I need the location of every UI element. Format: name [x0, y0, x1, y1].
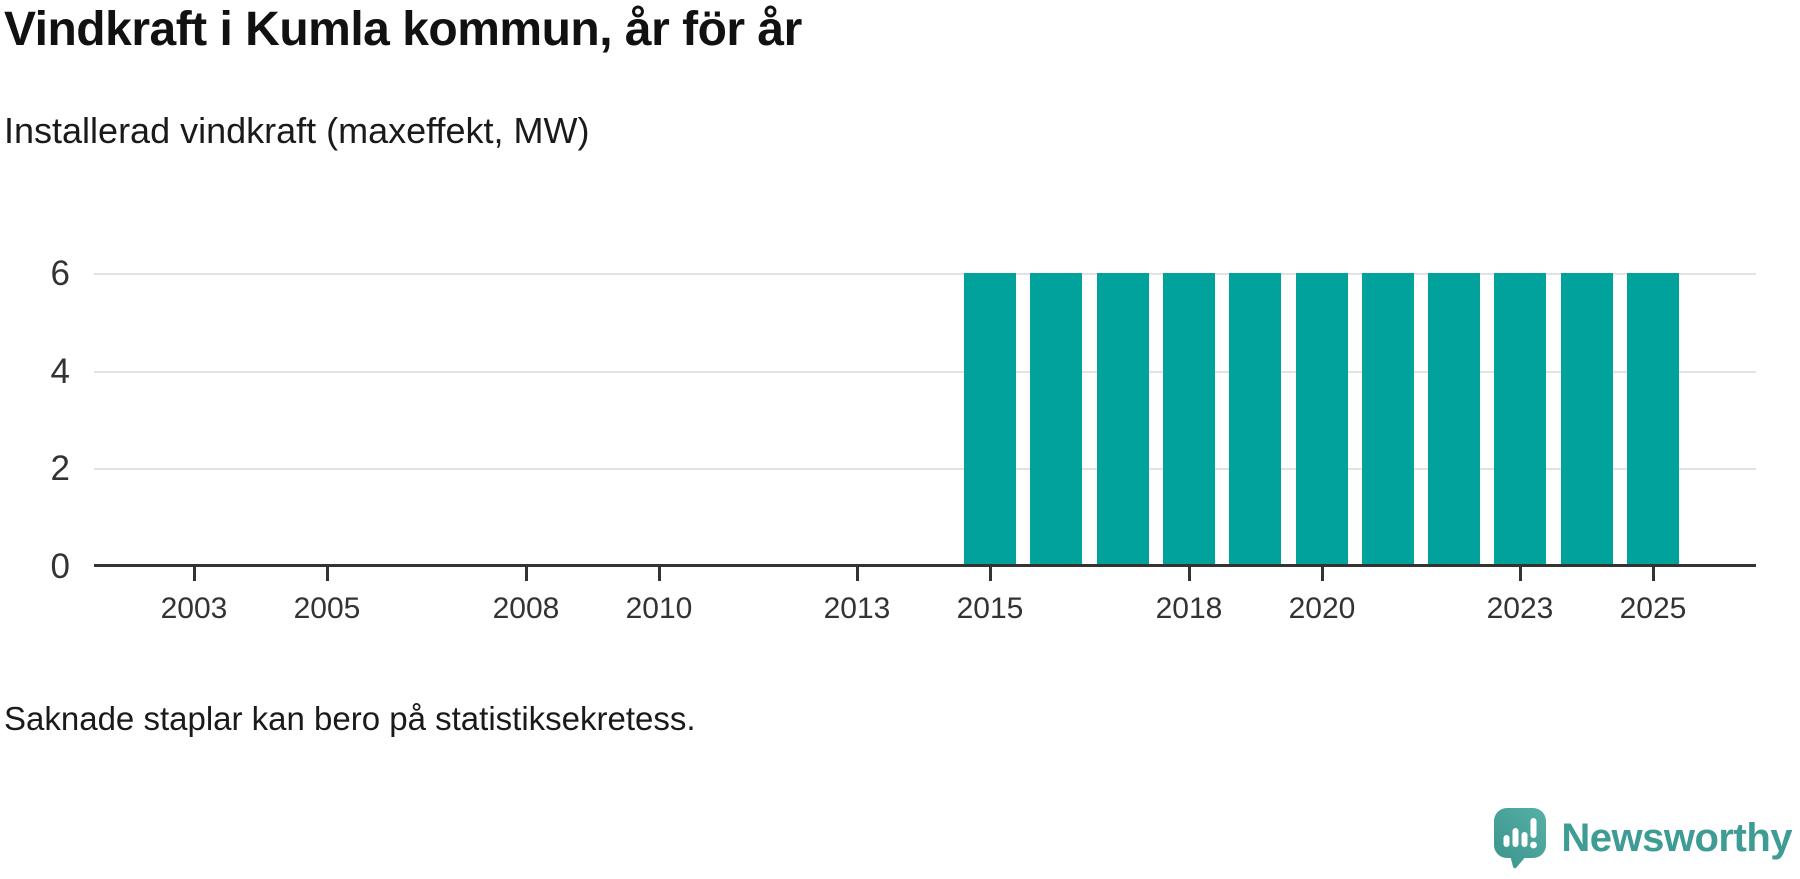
- x-axis-label-2025: 2025: [1619, 592, 1687, 625]
- x-axis-tick-2003: [193, 567, 196, 581]
- brand-name: Newsworthy: [1561, 815, 1792, 860]
- logo-exclamation-bar: [1530, 818, 1537, 838]
- logo-bar-3: [1521, 832, 1528, 847]
- bar-2015: [964, 273, 1016, 565]
- x-axis-label-2018: 2018: [1155, 592, 1223, 625]
- x-axis-label-2010: 2010: [625, 592, 693, 625]
- bar-2023: [1494, 273, 1546, 565]
- bar-2022: [1428, 273, 1480, 565]
- x-axis-label-2013: 2013: [823, 592, 891, 625]
- y-axis-label-2: 2: [50, 449, 70, 488]
- x-axis-tick-2013: [856, 567, 859, 581]
- x-axis-label-2005: 2005: [293, 592, 361, 625]
- y-axis-label-4: 4: [50, 352, 70, 391]
- chart-subtitle: Installerad vindkraft (maxeffekt, MW): [4, 110, 590, 151]
- x-axis-tick-2005: [326, 567, 329, 581]
- brand-logo: Newsworthy: [1493, 807, 1792, 869]
- x-axis-tick-2008: [525, 567, 528, 581]
- chart-title: Vindkraft i Kumla kommun, år för år: [4, 3, 802, 56]
- x-axis-tick-2025: [1652, 567, 1655, 581]
- bar-2020: [1296, 273, 1348, 565]
- x-axis-tick-2015: [989, 567, 992, 581]
- gridline-y-4: [94, 371, 1756, 373]
- logo-speech-bubble: [1494, 808, 1547, 869]
- bar-2019: [1229, 273, 1281, 565]
- bar-2024: [1561, 273, 1613, 565]
- bar-2018: [1163, 273, 1215, 565]
- footnote: Saknade staplar kan bero på statistiksek…: [4, 700, 696, 737]
- x-axis-tick-2023: [1519, 567, 1522, 581]
- logo-exclamation-dot: [1530, 841, 1538, 849]
- x-axis-tick-2018: [1188, 567, 1191, 581]
- x-axis-line: [94, 564, 1756, 567]
- bar-2017: [1097, 273, 1149, 565]
- bar-2021: [1362, 273, 1414, 565]
- newsworthy-logo-icon: [1494, 808, 1547, 869]
- logo-bar-1: [1503, 835, 1510, 847]
- x-axis-label-2003: 2003: [160, 592, 228, 625]
- x-axis-label-2008: 2008: [492, 592, 560, 625]
- y-axis-label-0: 0: [50, 547, 70, 586]
- x-axis-tick-2020: [1321, 567, 1324, 581]
- gridline-y-6: [94, 273, 1756, 275]
- x-axis-tick-2010: [658, 567, 661, 581]
- x-axis-label-2023: 2023: [1486, 592, 1554, 625]
- bar-2025: [1627, 273, 1679, 565]
- logo-bar-2: [1512, 828, 1519, 847]
- x-axis-label-2015: 2015: [956, 592, 1024, 625]
- x-axis-label-2020: 2020: [1288, 592, 1356, 625]
- y-axis-label-6: 6: [50, 254, 70, 293]
- gridline-y-2: [94, 468, 1756, 470]
- bar-2016: [1030, 273, 1082, 565]
